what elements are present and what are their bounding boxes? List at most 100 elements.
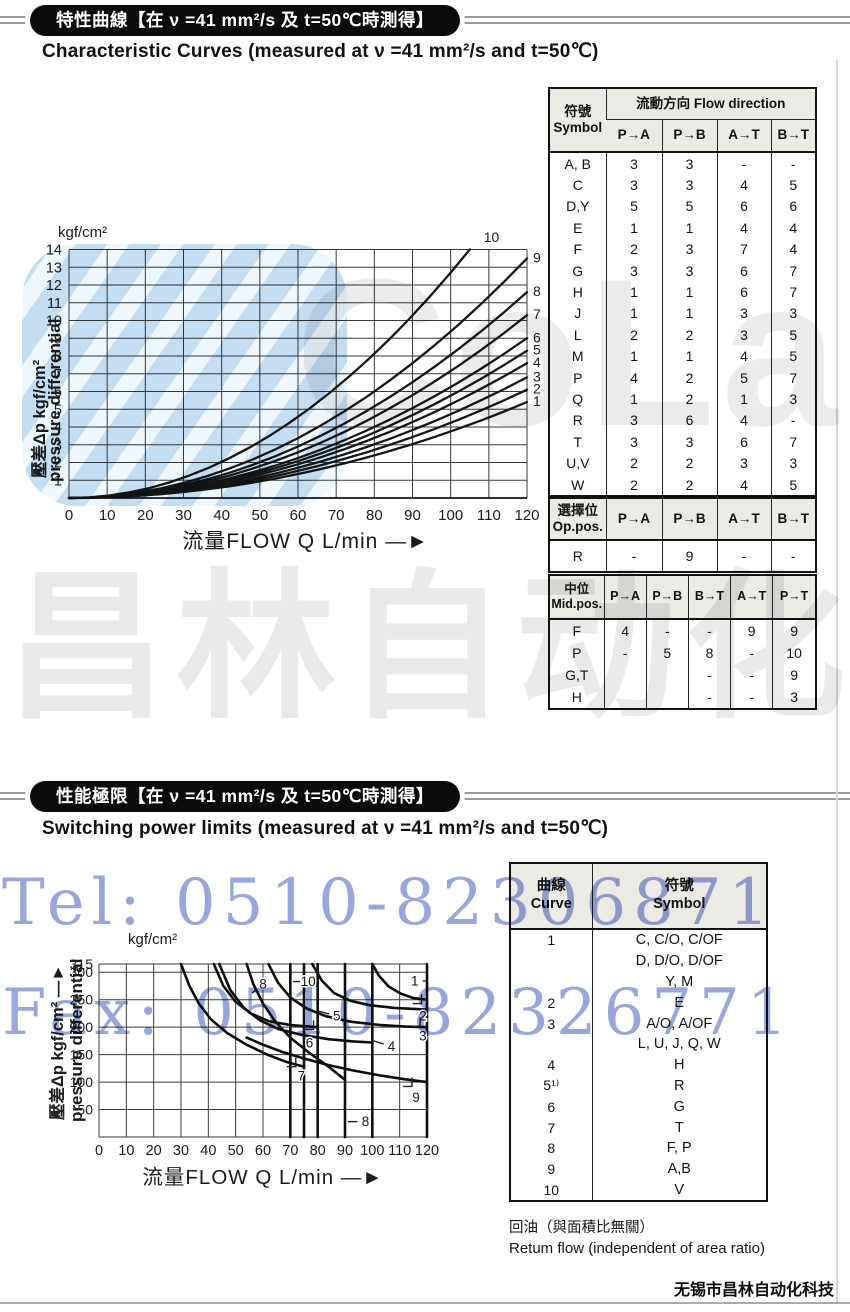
cell-value: 2	[661, 324, 717, 346]
row-label: 9	[511, 1158, 592, 1180]
svg-text:10: 10	[301, 974, 316, 989]
row-label: 7	[511, 1117, 592, 1138]
cell-value: 9	[772, 619, 815, 642]
cell-value: 1	[661, 302, 717, 325]
table-row: U,V 2 2 3 3	[550, 452, 815, 474]
row-label: J	[550, 302, 606, 325]
cell-value: 6	[661, 409, 717, 432]
svg-text:40: 40	[213, 507, 230, 524]
svg-text:11: 11	[47, 296, 62, 312]
chart2-ylabel-en: pressure differential	[67, 958, 86, 1122]
cell-value: 3	[716, 324, 771, 346]
svg-text:50: 50	[77, 1102, 93, 1118]
cell-value: 6	[770, 195, 815, 218]
direction-header: P→A	[603, 576, 647, 620]
cell-value: 2	[605, 473, 662, 496]
svg-text:8: 8	[533, 283, 541, 299]
svg-text:100: 100	[438, 507, 463, 524]
row-label: A, B	[550, 152, 606, 175]
cell-value: 2	[605, 238, 662, 260]
row-label: C	[550, 174, 606, 196]
table-row: D,Y 5 5 6 6	[550, 195, 815, 218]
cell-value: -	[770, 540, 815, 571]
curve-header: 曲線 Curve	[511, 864, 592, 930]
cell-value: F, P	[591, 1137, 766, 1159]
row-label: G	[550, 259, 606, 282]
svg-text:2: 2	[533, 381, 541, 397]
cell-value: 9	[772, 664, 815, 686]
svg-text:9: 9	[412, 1090, 420, 1105]
cell-value: 3	[770, 302, 815, 325]
table-row: P -5 8-10	[550, 642, 815, 664]
cell-value: -	[730, 664, 773, 686]
cell-value: 1	[661, 345, 717, 367]
direction-header: A→T	[716, 499, 771, 541]
section1-pill-label: 特性曲線【在 ν =41 mm²/s 及 t=50℃時測得】	[56, 10, 434, 30]
cell-value: 2	[661, 366, 717, 389]
cell-value: A,B	[591, 1158, 766, 1180]
cell-value: 5	[645, 642, 689, 664]
bottom-edge-line	[0, 1302, 850, 1304]
chart2-ylabel-arrow: —►	[49, 964, 67, 998]
row-label: W	[550, 473, 606, 496]
cell-value: 3	[770, 452, 815, 474]
svg-text:4: 4	[388, 1039, 396, 1054]
cell-value: 2	[661, 388, 717, 410]
op-pos-header: 選擇位 Op.pos.	[550, 499, 606, 541]
cell-value: -	[770, 152, 815, 175]
cell-value: 5	[716, 366, 771, 389]
row-label: 1	[511, 929, 592, 951]
direction-header: A→T	[730, 576, 773, 620]
company-footer: 无锡市昌林自动化科技	[673, 1282, 834, 1299]
row-label: 6	[511, 1096, 592, 1118]
table-row: R-9--	[550, 540, 815, 571]
svg-text:1: 1	[411, 974, 419, 989]
cell-value: -	[716, 152, 771, 175]
svg-text:90: 90	[404, 507, 421, 524]
cell-value: 3	[661, 431, 717, 453]
svg-text:10: 10	[118, 1143, 134, 1159]
row-label: 5¹⁾	[511, 1075, 592, 1097]
chart1-ylabel-en: pressure differential	[45, 318, 64, 482]
cell-value: 9	[661, 540, 717, 571]
row-label: G,T	[550, 664, 604, 686]
svg-text:70: 70	[328, 507, 345, 524]
svg-text:7: 7	[298, 1069, 306, 1084]
svg-text:50: 50	[251, 507, 268, 524]
row-label: U,V	[550, 452, 606, 474]
table-row: H--3	[550, 686, 815, 708]
table-row: Y, M	[511, 971, 766, 993]
row-label	[511, 950, 592, 972]
cell-value: 7	[770, 281, 815, 303]
cell-value: 2	[605, 324, 662, 346]
svg-text:100: 100	[70, 1074, 94, 1090]
row-label: H	[550, 281, 606, 303]
svg-text:100: 100	[360, 1143, 384, 1159]
svg-text:150: 150	[70, 1047, 94, 1063]
cell-value: 4	[716, 473, 771, 496]
svg-text:6: 6	[306, 1036, 314, 1051]
svg-text:7: 7	[533, 306, 541, 322]
cell-value	[603, 686, 647, 708]
svg-text:40: 40	[200, 1143, 216, 1159]
cell-value: -	[687, 619, 731, 642]
section1-header-pill: 特性曲線【在 ν =41 mm²/s 及 t=50℃時測得】	[30, 5, 460, 36]
cell-value: 1	[661, 281, 717, 303]
row-label: 10	[511, 1179, 592, 1201]
cell-value: Y, M	[591, 971, 766, 993]
section2-pill-label: 性能極限【在 ν =41 mm²/s 及 t=50℃時測得】	[56, 786, 434, 806]
cell-value: 4	[716, 409, 771, 432]
